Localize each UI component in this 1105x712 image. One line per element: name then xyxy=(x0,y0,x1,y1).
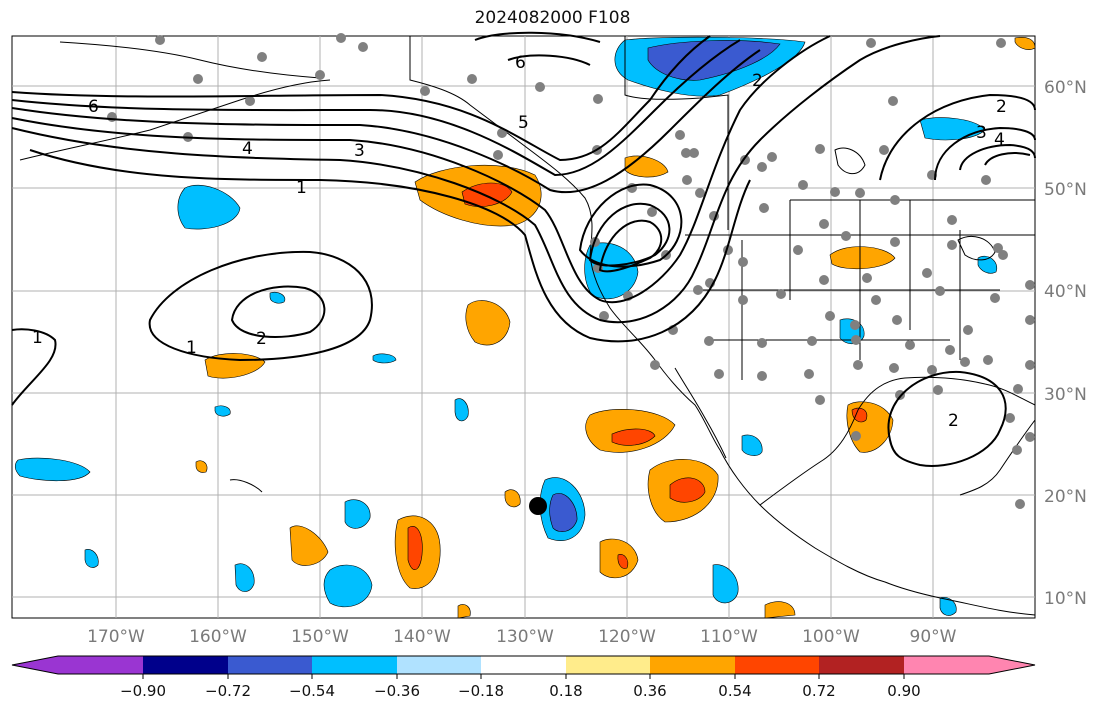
contour-label: 6 xyxy=(515,53,526,73)
positive-anomaly-core xyxy=(461,182,513,207)
negative-anomaly-region xyxy=(84,549,99,568)
lat-label: 30°N xyxy=(1044,385,1087,405)
positive-anomaly-region xyxy=(504,489,521,508)
colorbar-segment xyxy=(819,656,904,674)
colorbar-extend-low xyxy=(12,656,58,674)
colorbar-segment xyxy=(312,656,397,674)
negative-anomaly-region xyxy=(372,353,397,364)
positive-anomaly-core xyxy=(617,554,629,569)
positive-anomaly-core xyxy=(669,477,706,503)
colorbar-tick-label: −0.72 xyxy=(205,682,251,700)
colorbar-segment xyxy=(566,656,650,674)
colorbar: −0.90 −0.72 −0.54 −0.36 −0.18 0.18 0.36 … xyxy=(11,655,1036,700)
colorbar-tick-label: −0.18 xyxy=(458,682,504,700)
negative-anomaly-region xyxy=(977,255,998,274)
colorbar-extend-high xyxy=(989,656,1035,674)
positive-anomaly-core xyxy=(407,526,423,570)
lat-label: 60°N xyxy=(1044,78,1087,98)
negative-anomaly-region xyxy=(323,564,373,608)
negative-anomaly-region xyxy=(214,405,231,417)
negative-anomaly-region xyxy=(177,184,241,230)
lat-label: 20°N xyxy=(1044,487,1087,507)
contour-label: 1 xyxy=(186,338,197,358)
contour-label: 1 xyxy=(296,178,307,198)
contour-label: 4 xyxy=(994,130,1005,150)
lat-label: 40°N xyxy=(1044,282,1087,302)
positive-anomaly-region xyxy=(195,460,208,473)
contour-label: 3 xyxy=(976,123,987,143)
colorbar-tick-label: 0.72 xyxy=(802,682,835,700)
negative-anomaly-core xyxy=(549,493,578,533)
colorbar-tick-label: 0.54 xyxy=(718,682,751,700)
lon-label: 150°W xyxy=(291,627,349,647)
lon-label: 130°W xyxy=(496,627,554,647)
colorbar-tick-label: 0.36 xyxy=(633,682,666,700)
positive-anomaly-region xyxy=(829,246,896,270)
colorbar-outline xyxy=(11,655,1036,675)
lon-label: 120°W xyxy=(598,627,656,647)
positive-anomaly-region xyxy=(1014,37,1036,50)
colorbar-segment xyxy=(58,656,143,674)
colorbar-tick-label: −0.90 xyxy=(120,682,166,700)
lat-label: 10°N xyxy=(1044,589,1087,609)
lon-label: 90°W xyxy=(910,627,957,647)
contour-label: 5 xyxy=(518,113,529,133)
map-panel xyxy=(11,35,1036,619)
negative-anomaly-region xyxy=(454,398,469,422)
lon-label: 100°W xyxy=(802,627,860,647)
contour-label: 2 xyxy=(752,71,763,91)
colorbar-tick-label: 0.18 xyxy=(549,682,582,700)
contour-lines xyxy=(11,31,1036,467)
longitude-labels: 170°W 160°W 150°W 140°W 130°W 120°W 110°… xyxy=(87,627,957,647)
tropical-storm-marker xyxy=(529,497,547,515)
colorbar-ticks xyxy=(142,674,905,679)
positive-anomaly-region xyxy=(457,604,471,619)
negative-anomaly-region xyxy=(14,457,91,482)
positive-anomaly-region xyxy=(289,525,329,566)
colorbar-tick-label: 0.90 xyxy=(887,682,920,700)
coastlines xyxy=(19,36,1036,616)
station-markers xyxy=(107,33,1035,509)
map-title: 2024082000 F108 xyxy=(474,8,631,28)
contour-label: 2 xyxy=(948,411,959,431)
contour-label: 6 xyxy=(88,97,99,117)
colorbar-segments xyxy=(12,656,1035,674)
colorbar-segment xyxy=(904,656,989,674)
lat-label: 50°N xyxy=(1044,180,1087,200)
negative-anomaly-region xyxy=(741,434,763,456)
colorbar-segment xyxy=(397,656,481,674)
contour-label: 4 xyxy=(242,139,253,159)
negative-anomaly-region xyxy=(234,563,255,592)
colorbar-segment xyxy=(143,656,228,674)
negative-anomaly-region xyxy=(712,564,739,604)
positive-anomaly-region xyxy=(764,601,796,619)
lon-label: 160°W xyxy=(189,627,247,647)
latitude-labels: 60°N 50°N 40°N 30°N 20°N 10°N xyxy=(1044,78,1087,609)
positive-anomaly-region xyxy=(465,300,511,346)
colorbar-tick-label: −0.36 xyxy=(374,682,420,700)
negative-anomaly-region xyxy=(344,499,371,529)
negative-anomaly-region xyxy=(939,597,957,616)
colorbar-segment xyxy=(735,656,819,674)
lon-label: 170°W xyxy=(87,627,145,647)
contour-labels: 6 5 4 3 2 1 1 1 2 2 3 4 2 6 xyxy=(32,53,1007,431)
negative-anomaly-region xyxy=(269,291,286,304)
contour-label: 3 xyxy=(354,141,365,161)
colorbar-segment xyxy=(650,656,735,674)
colorbar-tick-label: −0.54 xyxy=(289,682,335,700)
contour-label: 1 xyxy=(32,328,43,348)
colorbar-segment xyxy=(481,656,566,674)
colorbar-segment xyxy=(228,656,312,674)
contour-label: 2 xyxy=(256,329,267,349)
lon-label: 110°W xyxy=(700,627,758,647)
positive-anomaly-core xyxy=(611,428,656,446)
lon-label: 140°W xyxy=(393,627,451,647)
contour-label: 2 xyxy=(996,97,1007,117)
